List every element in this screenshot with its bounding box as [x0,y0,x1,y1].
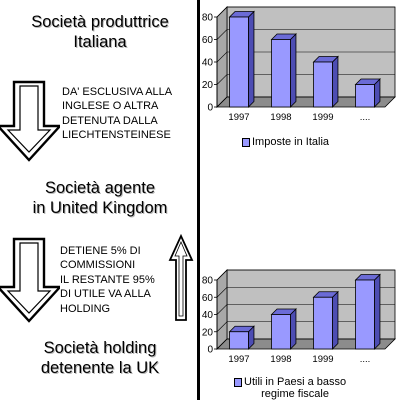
bar [313,296,333,350]
y-tick-label: 60 [202,35,214,46]
gridline [216,6,395,18]
legend-profits-line-2: regime fiscale [261,388,329,400]
bar [271,39,291,108]
entity-italian-producer: Società produttrice Italiana [0,12,200,52]
gridline [216,286,395,298]
note-exclusive-to-uk: DA' ESCLUSIVA ALLA INGLESE O ALTRA DETEN… [62,85,172,143]
y-tick-label: 20 [202,327,214,338]
note-commission-line-2: COMMISSIONI [60,259,136,272]
bar [355,84,375,108]
x-tick-label: 1999 [312,112,333,123]
entity-uk-holding-line-2: detenente la UK [40,359,160,377]
entity-uk-agent: Società agente in United Kingdom [0,178,200,218]
x-tick-label: 1997 [228,354,249,365]
bar-side [290,308,297,350]
bar [355,279,375,350]
note-exclusive-line-1: DA' ESCLUSIVA ALLA [62,86,173,98]
note-exclusive-line-3: DETENUTA DALLA [62,114,158,127]
legend-swatch-profits [234,378,242,387]
gridline [216,321,395,332]
gridline [216,269,395,281]
x-tick-label: 1998 [270,354,291,365]
note-commission-line-3: IL RESTANTE 95% [60,273,155,286]
entity-italian-producer-line-2: Italiana [73,33,127,51]
y-tick-label: 0 [207,345,213,356]
y-tick-label: 20 [202,80,214,91]
vertical-divider [197,0,200,400]
y-tick-label: 60 [202,293,214,304]
y-tick-label: 0 [207,103,213,114]
legend-taxes-line-1: Imposte in Italia [252,136,330,148]
note-commission-line-5: HOLDING [60,302,111,315]
bar-side [332,55,339,108]
bar-side [332,290,339,350]
x-tick-label: 1998 [270,112,291,123]
note-commission: DETIENE 5% DI COMMISSIONI IL RESTANTE 95… [60,244,155,316]
y-tick-label: 80 [202,276,214,287]
bar [271,314,291,350]
entity-uk-holding: Società holding detenente la UK [0,338,200,378]
bar-side [248,10,255,108]
x-tick-label: .... [360,354,371,365]
entity-uk-agent-line-2: in United Kingdom [32,199,168,217]
gridline [216,74,395,85]
chart-taxes-italy: 0 20 40 60 80 1997 1998 1999.... [202,6,396,123]
gridline [216,51,395,63]
gridline [216,338,395,350]
bar-side [374,273,381,350]
bar [229,16,249,108]
note-commission-line-1: DETIENE 5% DI [60,245,141,257]
bar [229,331,249,350]
bar [313,61,333,108]
entity-italian-producer-line-1: Società produttrice [31,13,169,31]
bar-side [290,33,297,108]
y-tick-label: 40 [202,310,214,321]
note-exclusive-line-2: INGLESE O ALTRA [62,100,159,113]
y-tick-label: 40 [202,58,214,69]
note-commission-line-4: DI UTILE VA ALLA [60,288,151,301]
gridline [216,304,395,315]
legend-taxes-italy: Imposte in Italia [252,136,329,148]
note-exclusive-line-4: LIECHTENSTEINESE [62,129,171,142]
x-tick-label: 1997 [228,112,249,123]
up-arrow-icon [168,234,194,321]
y-tick-label: 80 [202,13,214,24]
down-arrow-icon [0,237,60,323]
chart-profits-low-tax: 0 20 40 60 80 1997 1998 1999.... [202,269,396,365]
legend-profits-line-1: Utili in Paesi a basso [244,376,347,388]
entity-uk-agent-line-1: Società agente [44,179,156,197]
entity-uk-holding-line-1: Società holding [43,339,157,357]
legend-swatch-taxes [242,138,250,147]
x-tick-label: 1999 [312,354,333,365]
x-tick-label: .... [360,112,371,123]
legend-profits-low-tax: Utili in Paesi a basso regime fiscale [244,376,346,400]
gridline [216,29,395,40]
gridline [216,96,395,108]
down-arrow-icon [0,80,60,162]
